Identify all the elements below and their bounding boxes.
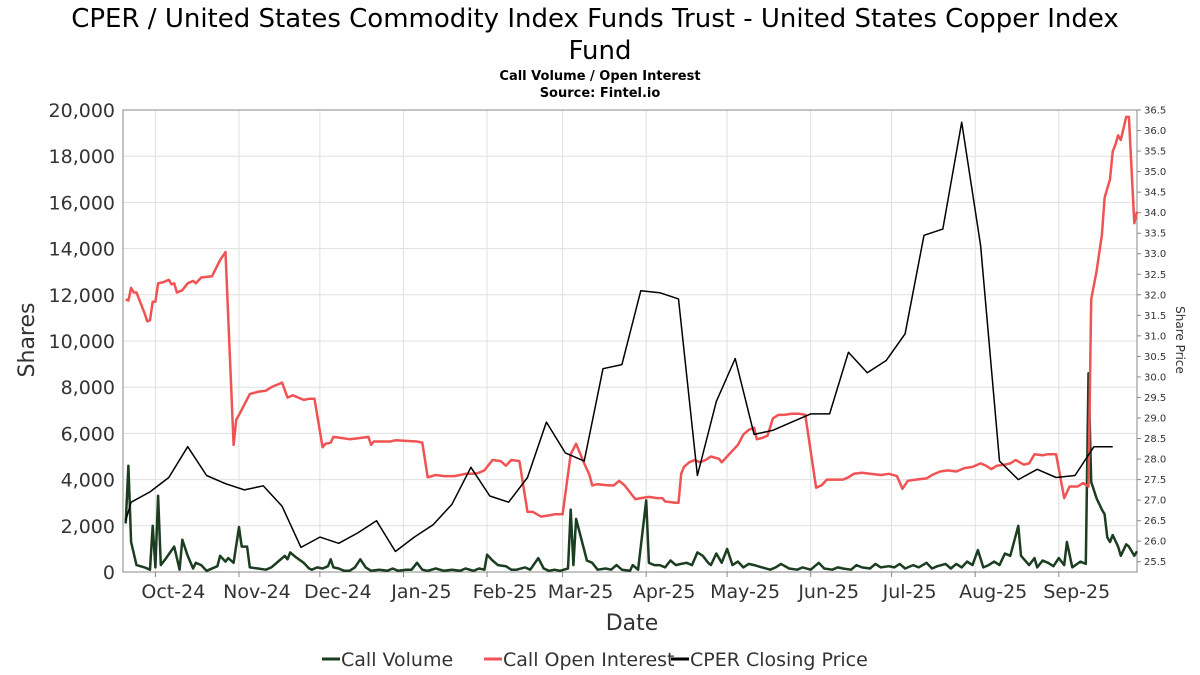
y-tick-label: 10,000 <box>49 331 115 353</box>
y2-tick-label: 29.0 <box>1144 414 1166 425</box>
x-tick-label: Aug-25 <box>959 581 1027 603</box>
y2-tick-label: 33.0 <box>1144 249 1166 260</box>
chart-subtitle-line-1: Call Volume / Open Interest <box>499 69 700 84</box>
series-line-call-volume <box>124 372 1139 573</box>
legend-item-label: Call Open Interest <box>503 649 675 671</box>
x-tick-label: Apr-25 <box>633 581 696 603</box>
chart-subtitle-line-2: Source: Fintel.io <box>540 86 661 101</box>
y2-tick-label: 25.5 <box>1144 557 1166 568</box>
chart-title-line-2: Fund <box>569 36 632 66</box>
y2-tick-label: 31.5 <box>1144 311 1166 322</box>
y-tick-label: 4,000 <box>61 470 115 492</box>
y-tick-label: 2,000 <box>61 516 115 538</box>
y-tick-label: 8,000 <box>61 377 115 399</box>
x-axis-label: Date <box>606 611 659 636</box>
y2-tick-label: 28.5 <box>1144 434 1166 445</box>
y2-tick-label: 36.0 <box>1144 126 1166 137</box>
legend-item-label: CPER Closing Price <box>690 649 868 671</box>
y2-axis-label: Share Price <box>1173 306 1187 374</box>
y2-tick-label: 29.5 <box>1144 393 1166 404</box>
y2-tick-label: 35.0 <box>1144 167 1166 178</box>
y2-tick-label: 28.0 <box>1144 455 1166 466</box>
y-tick-label: 12,000 <box>49 285 115 307</box>
x-tick-label: Nov-24 <box>223 581 291 603</box>
y2-tick-label: 32.5 <box>1144 270 1166 281</box>
grid <box>123 109 1137 573</box>
chart-title-line-1: CPER / United States Commodity Index Fun… <box>71 4 1119 34</box>
y2-tick-label: 34.5 <box>1144 188 1166 199</box>
y2-tick-label: 30.5 <box>1144 352 1166 363</box>
y2-tick-label: 36.5 <box>1144 106 1166 117</box>
y2-tick-label: 34.0 <box>1144 208 1166 219</box>
x-tick-label: Feb-25 <box>473 581 538 603</box>
y2-tick-label: 32.0 <box>1144 290 1166 301</box>
y-axis-label: Shares <box>15 303 40 378</box>
y2-tick-label: 27.5 <box>1144 475 1166 486</box>
y-tick-label: 16,000 <box>49 192 115 214</box>
y2-tick-label: 33.5 <box>1144 229 1166 240</box>
y2-tick-label: 31.0 <box>1144 331 1166 342</box>
series-line-cper-closing-price <box>124 121 1113 553</box>
legend-item-label: Call Volume <box>341 649 453 671</box>
x-tick-label: Mar-25 <box>548 581 614 603</box>
y-tick-label: 6,000 <box>61 423 115 445</box>
y2-tick-label: 26.0 <box>1144 537 1166 548</box>
x-tick-label: May-25 <box>710 581 780 603</box>
y-tick-label: 14,000 <box>49 239 115 261</box>
x-tick-label: Oct-24 <box>141 581 205 603</box>
x-tick-label: Jul-25 <box>882 581 937 603</box>
y-axis-right: 25.5 26.0 26.5 27.0 27.5 28.0 28.5 29.0 29.5 30.0… <box>1137 106 1166 568</box>
y-tick-label: 0 <box>103 562 115 584</box>
y2-tick-label: 26.5 <box>1144 516 1166 527</box>
x-tick-label: Sep-25 <box>1043 581 1110 603</box>
x-axis: Oct-24 Nov-24 Dec-24 Jan-25 Feb-25 Mar-25 Apr-… <box>141 572 1110 603</box>
y2-tick-label: 35.5 <box>1144 147 1166 158</box>
y2-tick-label: 27.0 <box>1144 496 1166 507</box>
legend: Call Volume Call Open Interest CPER Closin… <box>322 649 868 671</box>
y-tick-label: 18,000 <box>49 146 115 168</box>
y2-tick-label: 30.0 <box>1144 372 1166 383</box>
y-tick-label: 20,000 <box>49 100 115 122</box>
series <box>124 115 1139 573</box>
y-axis-left: 0 2,000 4,000 6,000 8,000 10,000 12,000 14,000 1… <box>49 100 115 584</box>
series-line-call-open-interest <box>125 115 1139 518</box>
x-tick-label: Dec-24 <box>304 581 372 603</box>
x-tick-label: Jan-25 <box>390 581 451 603</box>
x-tick-label: Jun-25 <box>797 581 859 603</box>
